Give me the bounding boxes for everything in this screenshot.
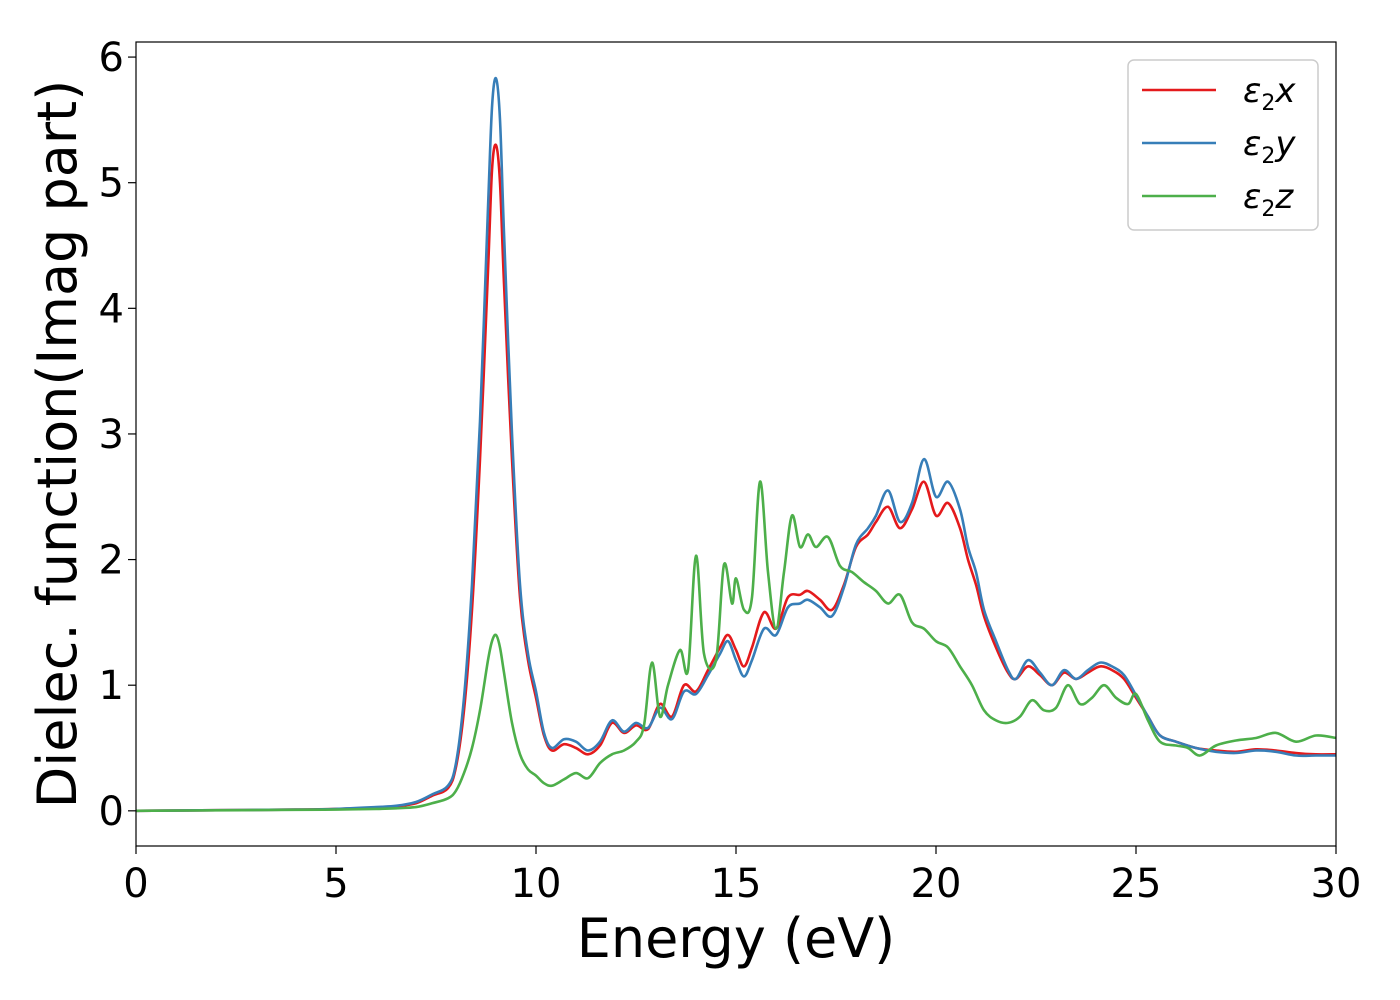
- y-tick-label: 2: [99, 538, 124, 584]
- x-tick-label: 15: [711, 861, 762, 907]
- y-tick-label: 3: [99, 412, 124, 458]
- legend: ε2x ε2y ε2z: [1127, 59, 1319, 231]
- x-tick-label: 20: [911, 861, 962, 907]
- x-tick-label: 0: [123, 861, 148, 907]
- series-layer: [135, 76, 1337, 813]
- ticks-layer: 0 5 10 15 20 25 30 0 1 2 3 4 5 6: [99, 35, 1362, 907]
- series-line-x: [135, 143, 1337, 813]
- legend-box: [1127, 59, 1319, 231]
- y-tick-label: 5: [99, 161, 124, 207]
- y-axis-label: Dielec. function(Imag part): [26, 80, 89, 809]
- y-tick-label: 0: [99, 789, 124, 835]
- legend-label-y: ε2y: [1243, 124, 1296, 169]
- y-tick-label: 6: [99, 35, 124, 81]
- x-tick-label: 25: [1111, 861, 1162, 907]
- y-tick-label: 1: [99, 663, 124, 709]
- x-tick-label: 30: [1311, 861, 1362, 907]
- legend-label-z: ε2z: [1243, 177, 1294, 222]
- y-tick-label: 4: [99, 286, 124, 332]
- legend-entries: ε2x ε2y ε2z: [1142, 71, 1296, 222]
- legend-label-x: ε2x: [1243, 71, 1296, 116]
- series-line-y: [135, 76, 1336, 813]
- x-tick-label: 10: [511, 861, 562, 907]
- x-axis-label: Energy (eV): [577, 907, 896, 970]
- series-line-z: [135, 480, 1337, 813]
- x-tick-label: 5: [323, 861, 348, 907]
